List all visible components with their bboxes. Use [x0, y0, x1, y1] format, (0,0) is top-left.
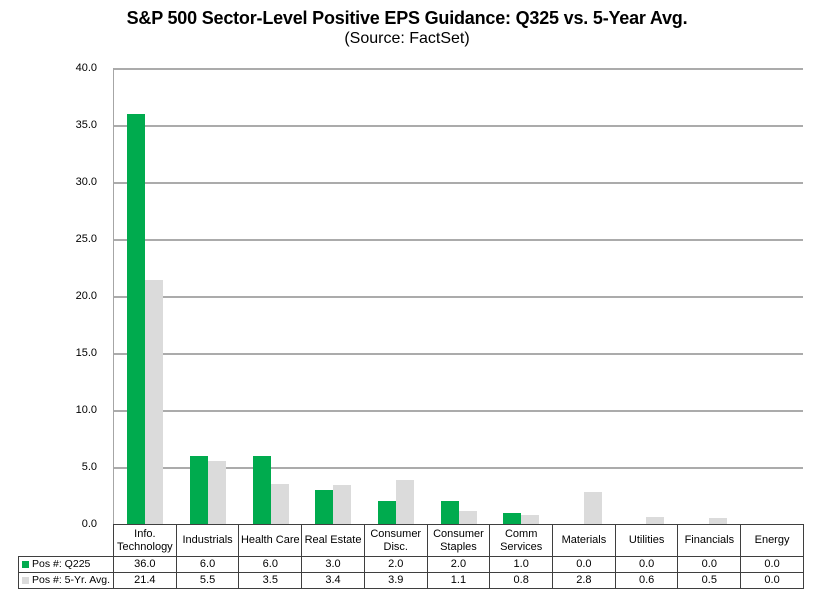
category-header-cell: Comm Services: [489, 524, 554, 557]
category-header-cell: Real Estate: [301, 524, 365, 557]
category-column: [615, 68, 678, 524]
category-header-cell: Materials: [552, 524, 616, 557]
bar-pos-5yr-avg: [270, 484, 289, 524]
value-cell: 3.0: [301, 556, 365, 573]
bar-pos-5yr-avg: [521, 514, 540, 524]
bar-pos-q225: [440, 501, 459, 524]
category-header-cell: Health Care: [238, 524, 303, 557]
category-header-cell: Info. Technology: [113, 524, 177, 557]
bar-pos-q225: [503, 512, 522, 524]
category-column: [239, 68, 302, 524]
chart-subtitle: (Source: FactSet): [344, 30, 470, 47]
value-cell: 3.9: [363, 572, 428, 589]
value-cell: 0.0: [740, 556, 804, 573]
legend-row: Pos #: 5-Yr. Avg. 21.4 5.5 3.5 3.4 3.9 1.1 0.8 2…: [18, 572, 804, 589]
value-cell: 0.5: [677, 572, 742, 589]
value-cell: 0.8: [489, 572, 554, 589]
value-cell: 1.0: [489, 556, 554, 573]
y-axis-tick-label: 40.0: [75, 61, 97, 74]
legend-marker-5yr-avg-icon: [22, 576, 29, 584]
value-cell: 6.0: [238, 556, 303, 573]
category-header-cell: Consumer Disc.: [363, 524, 428, 557]
category-header-cell: Industrials: [175, 524, 240, 557]
bar-pos-5yr-avg: [395, 479, 414, 524]
bar-pos-q225: [252, 455, 271, 524]
value-cell: 36.0: [113, 556, 177, 573]
value-cell: 2.0: [363, 556, 428, 573]
bar-pos-5yr-avg: [333, 485, 352, 524]
category-header-cell: Consumer Staples: [426, 524, 491, 557]
y-axis-tick-label: 15.0: [75, 346, 97, 359]
value-cell: 0.0: [677, 556, 742, 573]
y-axis-tick-label: 25.0: [75, 232, 97, 245]
legend-series-label: Pos #: 5-Yr. Avg.: [32, 574, 111, 586]
bar-pos-5yr-avg: [458, 511, 477, 524]
value-cell: 0.0: [614, 556, 679, 573]
value-cell: 21.4: [113, 572, 177, 589]
gridline: [114, 182, 803, 184]
value-cell: 3.5: [238, 572, 303, 589]
legend-series-label: Pos #: Q225: [32, 558, 91, 570]
category-header-cell: Energy: [740, 524, 804, 557]
category-column: [490, 68, 553, 524]
gridline: [114, 125, 803, 127]
bar-pos-5yr-avg: [145, 280, 164, 524]
value-cell: 0.6: [614, 572, 679, 589]
value-cell: 2.8: [552, 572, 616, 589]
data-table: Info. Technology Industrials Health Care Re…: [18, 524, 804, 589]
value-cell: 2.0: [426, 556, 491, 573]
category-column: [302, 68, 365, 524]
value-cell: 6.0: [175, 556, 240, 573]
legend-header-blank-cell: [18, 524, 114, 557]
category-column: [365, 68, 428, 524]
category-column: [114, 68, 177, 524]
value-cell: 0.0: [552, 556, 616, 573]
y-axis-tick-label: 35.0: [75, 118, 97, 131]
category-column: [740, 68, 803, 524]
category-column: [177, 68, 240, 524]
category-column: [427, 68, 490, 524]
y-axis-tick-label: 20.0: [75, 289, 97, 302]
bar-pos-5yr-avg: [207, 461, 226, 524]
value-cell: 1.1: [426, 572, 491, 589]
bar-pos-q225: [189, 455, 208, 524]
y-axis: 40.0 35.0 30.0 25.0 20.0 15.0 10.0 5.0 0.0: [0, 62, 105, 530]
y-axis-tick-label: 30.0: [75, 175, 97, 188]
bar-pos-q225: [315, 489, 334, 524]
gridline: [114, 296, 803, 298]
bar-pos-5yr-avg: [646, 517, 665, 524]
gridline: [114, 68, 803, 70]
gridline: [114, 353, 803, 355]
category-header-cell: Financials: [677, 524, 742, 557]
value-cell: 5.5: [175, 572, 240, 589]
y-axis-tick-label: 5.0: [81, 460, 97, 473]
gridline: [114, 410, 803, 412]
table-header-row: Info. Technology Industrials Health Care Re…: [18, 524, 804, 557]
chart-title: S&P 500 Sector-Level Positive EPS Guidan…: [126, 8, 688, 28]
category-column: [678, 68, 741, 524]
bar-pos-q225: [377, 501, 396, 524]
gridline: [114, 467, 803, 469]
bar-pos-5yr-avg: [583, 492, 602, 524]
legend-cell: Pos #: Q225: [18, 556, 114, 573]
value-cell: 0.0: [740, 572, 804, 589]
gridline: [114, 239, 803, 241]
legend-row: Pos #: Q225 36.0 6.0 6.0 3.0 2.0 2.0 1.0 0.0 0.0 0…: [18, 556, 804, 573]
value-cell: 3.4: [301, 572, 365, 589]
legend-cell: Pos #: 5-Yr. Avg.: [18, 572, 114, 589]
category-header-cell: Utilities: [614, 524, 679, 557]
bar-pos-5yr-avg: [709, 518, 728, 524]
legend-marker-q225-icon: [22, 560, 29, 568]
bar-pos-q225: [127, 113, 146, 524]
category-column: [552, 68, 615, 524]
plot-area: [113, 68, 803, 524]
y-axis-tick-label: 10.0: [75, 403, 97, 416]
